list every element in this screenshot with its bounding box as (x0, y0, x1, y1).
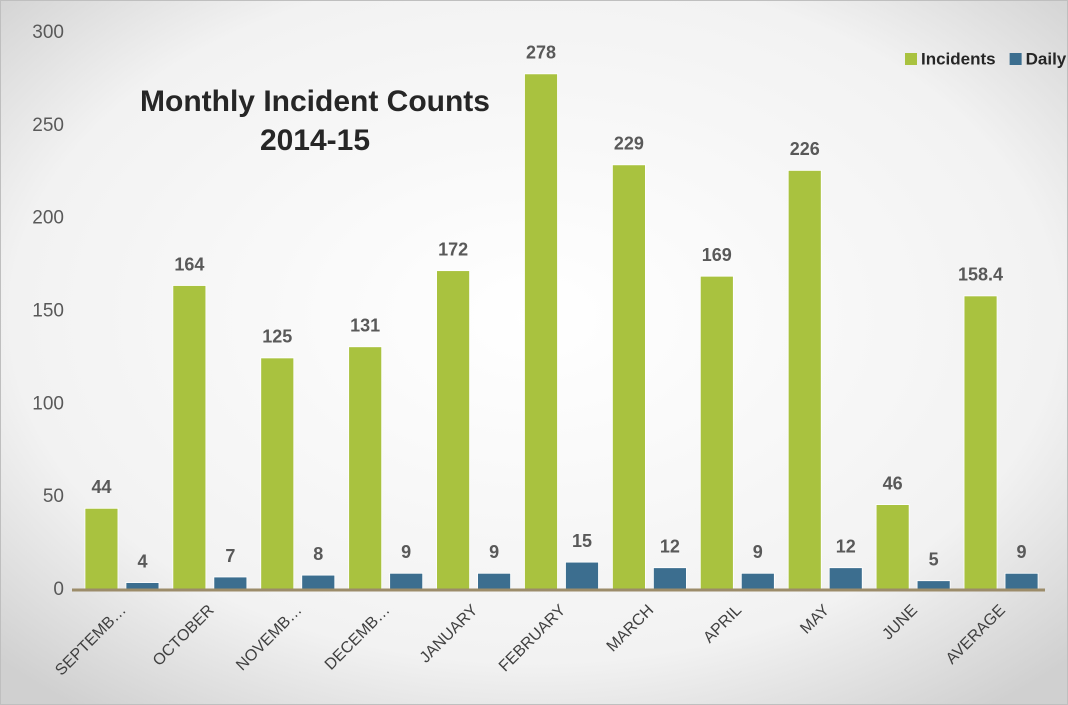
y-tick-label: 150 (32, 301, 64, 322)
y-tick-label: 0 (53, 579, 64, 600)
data-label: 12 (660, 536, 680, 556)
y-tick-label: 250 (32, 115, 64, 136)
data-label: 125 (262, 327, 292, 347)
legend-swatch (905, 53, 917, 65)
bar (1004, 572, 1039, 591)
bar (477, 572, 511, 591)
data-label: 44 (91, 477, 111, 497)
bar (172, 285, 207, 591)
bar (84, 507, 119, 591)
data-label: 5 (929, 549, 939, 569)
bar (213, 576, 248, 591)
data-label: 278 (526, 43, 556, 63)
data-label: 7 (225, 546, 235, 566)
chart-title: Monthly Incident Counts (140, 85, 490, 118)
bar (260, 357, 295, 591)
data-label: 9 (489, 542, 499, 562)
data-label: 158.4 (958, 265, 1003, 285)
bar (740, 572, 775, 591)
data-label: 164 (174, 254, 204, 274)
legend-label: Daily AVG (1026, 49, 1068, 68)
bar (565, 561, 599, 591)
bar (699, 275, 734, 591)
data-label: 131 (350, 316, 380, 336)
bar (389, 572, 424, 591)
bar (348, 346, 383, 591)
bar (787, 169, 822, 591)
data-label: 169 (702, 245, 732, 265)
y-tick-label: 100 (32, 393, 64, 414)
data-label: 4 (137, 551, 147, 571)
data-label: 8 (313, 544, 323, 564)
bar (875, 504, 910, 591)
y-tick-label: 300 (32, 22, 64, 43)
y-tick-label: 200 (32, 208, 64, 229)
bar (301, 574, 336, 591)
bar (524, 73, 558, 591)
legend-label: Incidents (921, 49, 996, 68)
data-label: 9 (753, 542, 763, 562)
bar (828, 567, 863, 591)
data-label: 9 (401, 542, 411, 562)
data-label: 9 (1017, 542, 1027, 562)
data-label: 229 (614, 134, 644, 154)
data-label: 15 (572, 531, 592, 551)
bar (963, 295, 998, 591)
chart-subtitle: 2014-15 (260, 124, 370, 157)
bar (653, 567, 687, 591)
data-label: 172 (438, 239, 468, 259)
y-tick-label: 50 (43, 486, 64, 507)
data-label: 12 (836, 536, 856, 556)
data-label: 46 (883, 473, 903, 493)
data-label: 226 (790, 139, 820, 159)
bar (436, 270, 470, 591)
legend-swatch (1009, 53, 1022, 65)
bar (612, 164, 646, 591)
